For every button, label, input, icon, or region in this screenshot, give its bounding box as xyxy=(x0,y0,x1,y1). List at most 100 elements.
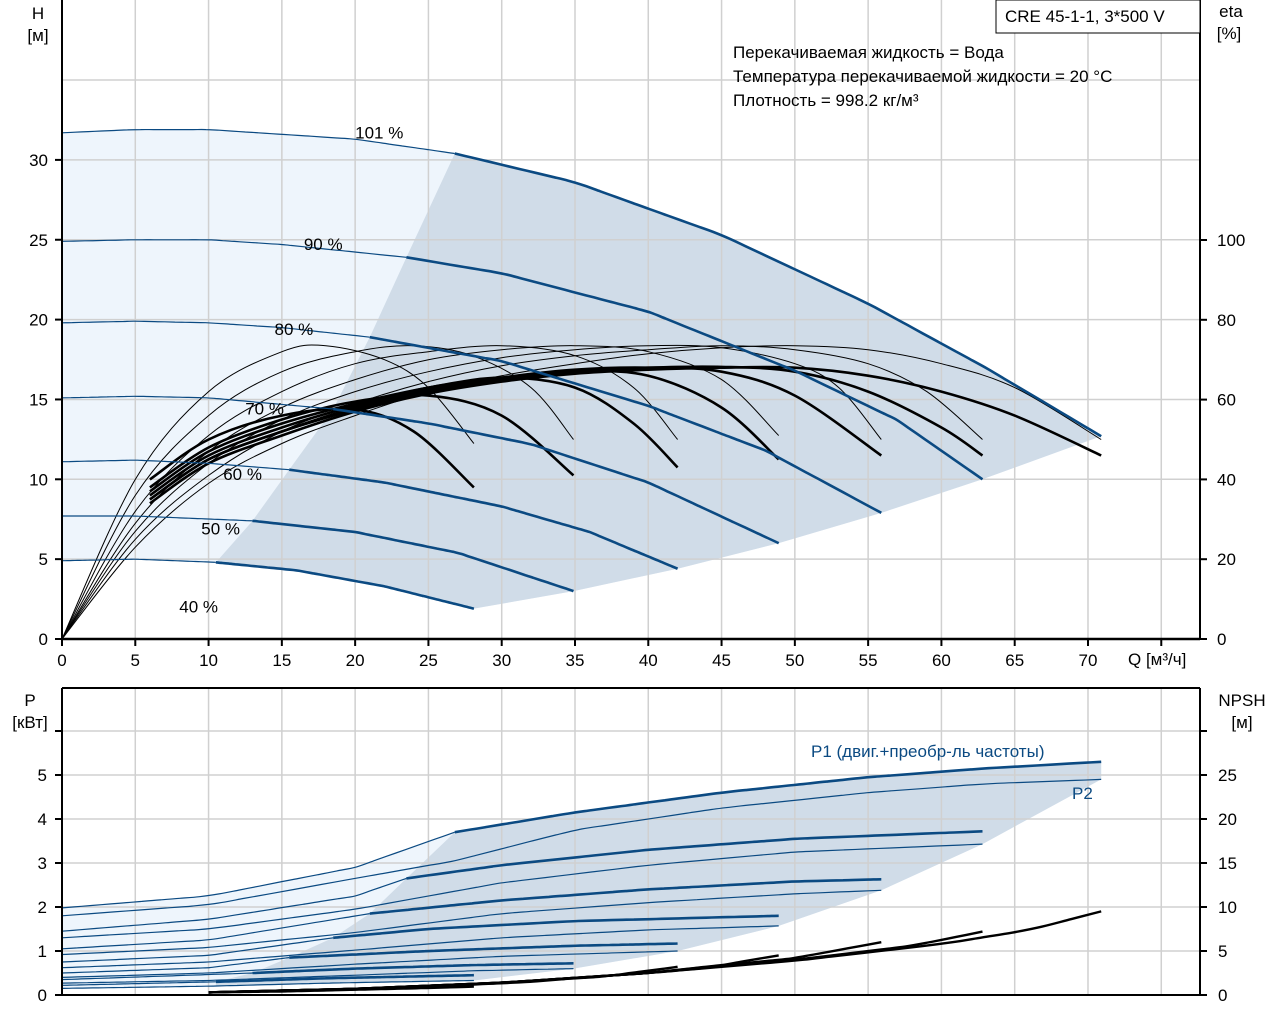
y-tick-label-left: 25 xyxy=(29,231,48,250)
head-curve xyxy=(61,515,253,522)
y-tick-label-right: 10 xyxy=(1218,898,1237,917)
npsh-curve xyxy=(208,910,1102,994)
p1-curve xyxy=(61,981,216,986)
speed-label: 80 % xyxy=(275,320,314,339)
head-curve-operating xyxy=(289,468,679,570)
dark-shade-region xyxy=(215,761,1102,987)
head-curve xyxy=(61,459,290,471)
speed-label: 60 % xyxy=(223,465,262,484)
efficiency-curve xyxy=(61,345,1102,640)
pump-title: CRE 45-1-1, 3*500 V xyxy=(1005,7,1165,26)
y-tick-label-right: 0 xyxy=(1218,986,1227,1005)
head-curve xyxy=(61,395,334,410)
speed-label: 90 % xyxy=(304,235,343,254)
p1-curve xyxy=(61,957,290,974)
y-tick-label-left: 1 xyxy=(38,942,47,961)
y-tick-label-right: 25 xyxy=(1218,766,1237,785)
y-axis-label-npsh: NPSH xyxy=(1218,691,1265,710)
p2-curve xyxy=(61,979,474,989)
bottom-axes: 0 1 2 3 4 5 0 5 10 15 20 25 xyxy=(38,687,1237,1005)
y-tick-label-right: 15 xyxy=(1218,854,1237,873)
power-npsh-curves xyxy=(61,760,1102,994)
x-tick-label: 60 xyxy=(932,651,951,670)
head-curves xyxy=(61,128,1102,610)
p1-curve-operating xyxy=(369,878,882,915)
y-axis-unit-npsh: [м] xyxy=(1231,713,1252,732)
dark-shade-region xyxy=(215,153,1102,609)
title-box xyxy=(995,0,1201,34)
p2-label: P2 xyxy=(1072,784,1093,803)
x-tick-label: 10 xyxy=(199,651,218,670)
head-curve-operating xyxy=(215,561,475,610)
y-tick-label-right: 0 xyxy=(1217,630,1226,649)
y-axis-unit-power: [кВт] xyxy=(12,713,47,732)
y-axis-label-head: H xyxy=(32,4,44,23)
p2-curve xyxy=(61,843,983,939)
p1-curve xyxy=(61,877,407,932)
y-tick-label-left: 2 xyxy=(38,898,47,917)
y-tick-label-left: 4 xyxy=(38,810,47,829)
x-tick-label: 25 xyxy=(419,651,438,670)
efficiency-curve xyxy=(61,345,983,640)
p1-curve-operating xyxy=(333,914,779,940)
pump-info: CRE 45-1-1, 3*500 V Перекачиваемая жидко… xyxy=(733,0,1201,110)
head-curve xyxy=(61,239,407,258)
speed-label: 40 % xyxy=(179,598,218,617)
x-tick-label: 15 xyxy=(272,651,291,670)
x-tick-label: 30 xyxy=(492,651,511,670)
p2-curve xyxy=(61,889,882,956)
y-axis-label-power: P xyxy=(24,691,35,710)
top-axes: 0 5 10 15 20 25 30 35 40 45 50 55 60 65 70 0 5 10 15 20 25 30… xyxy=(29,0,1245,670)
y-tick-label-right: 80 xyxy=(1217,311,1236,330)
y-tick-label-right: 20 xyxy=(1218,810,1237,829)
y-tick-label-left: 5 xyxy=(38,766,47,785)
head-curve xyxy=(61,128,455,155)
bottom-grid xyxy=(61,688,1200,995)
head-curve-operating xyxy=(369,335,882,514)
x-tick-label: 20 xyxy=(346,651,365,670)
x-tick-label: 50 xyxy=(785,651,804,670)
p1-label: P1 (двиг.+преобр-ль частоты) xyxy=(811,742,1044,761)
p1-curve-operating xyxy=(289,942,678,959)
y-tick-label-right: 5 xyxy=(1218,942,1227,961)
p2-curve xyxy=(61,950,678,978)
efficiency-curve xyxy=(61,345,574,640)
speed-label: 70 % xyxy=(245,400,284,419)
head-curve-operating xyxy=(454,152,1102,438)
p2-curve xyxy=(61,925,779,969)
head-curve-operating xyxy=(252,519,574,593)
efficiency-curve xyxy=(61,344,882,640)
y-tick-label-left: 0 xyxy=(38,986,47,1005)
p1-curve-operating xyxy=(454,760,1102,834)
x-tick-label: 5 xyxy=(131,651,140,670)
x-tick-label: 70 xyxy=(1079,651,1098,670)
top-grid xyxy=(61,0,1200,640)
speed-label: 50 % xyxy=(201,519,240,538)
y-tick-label-left: 15 xyxy=(29,390,48,409)
y-tick-label-right: 20 xyxy=(1217,550,1236,569)
p1-curve xyxy=(61,972,253,981)
x-tick-label: 55 xyxy=(859,651,878,670)
y-axis-unit-head: [м] xyxy=(27,26,48,45)
efficiency-curves xyxy=(61,344,1102,640)
speed-labels: 101 % 90 % 80 % 70 % 60 % 50 % 40 % xyxy=(179,123,403,616)
p1-curve-operating xyxy=(252,962,574,975)
head-curve xyxy=(61,558,216,563)
p1-curve-operating xyxy=(406,830,983,880)
x-axis-label: Q [м³/ч] xyxy=(1128,650,1186,669)
y-tick-label-left: 10 xyxy=(29,470,48,489)
efficiency-curve xyxy=(61,344,475,640)
head-curve-operating xyxy=(332,407,780,545)
y-tick-label-left: 30 xyxy=(29,151,48,170)
info-temperature: Температура перекачиваемой жидкости = 20… xyxy=(733,67,1112,86)
efficiency-curve xyxy=(61,345,678,640)
y-tick-label-right: 60 xyxy=(1217,391,1236,410)
efficiency-curve-motor xyxy=(149,365,1102,505)
efficiency-curve-motor xyxy=(149,393,575,489)
y-tick-label-left: 0 xyxy=(39,630,48,649)
y-tick-label-right: 100 xyxy=(1217,231,1245,250)
y-tick-label-left: 20 xyxy=(29,311,48,330)
speed-label: 101 % xyxy=(355,123,403,142)
x-tick-label: 65 xyxy=(1005,651,1024,670)
